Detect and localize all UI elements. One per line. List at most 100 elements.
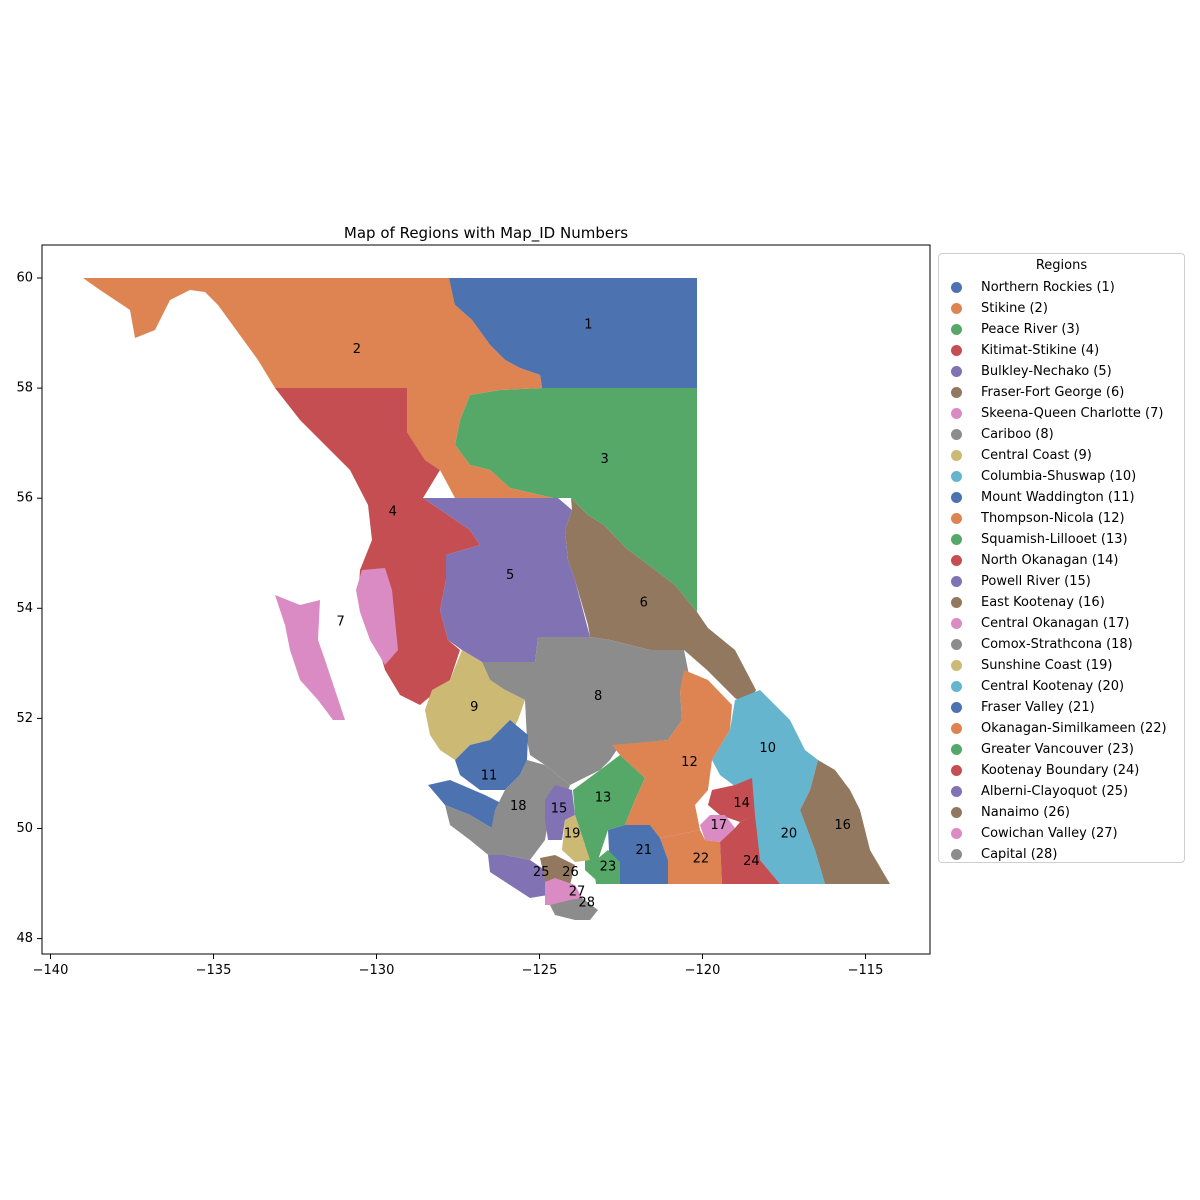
legend-item-7: Skeena-Queen Charlotte (7) [951,403,1163,423]
legend-marker-icon [951,596,962,608]
x-tick-label: −120 [685,963,721,978]
legend-marker-icon [951,701,962,713]
region-5 [423,498,590,662]
region-label-25: 25 [533,865,550,880]
chart-title: Map of Regions with Map_ID Numbers [344,224,628,243]
legend-marker-icon [951,344,962,356]
legend-marker-icon [951,491,962,503]
legend-label: Bulkley-Nechako (5) [981,363,1112,379]
region-label-26: 26 [562,865,579,880]
region-17 [700,815,735,842]
legend-item-17: Central Okanagan (17) [951,613,1129,633]
legend-label: Stikine (2) [981,300,1048,316]
legend-label: Greater Vancouver (23) [981,741,1134,757]
legend-label: Nanaimo (26) [981,804,1070,820]
region-6 [565,498,756,705]
region-label-7: 7 [336,615,344,630]
region-label-14: 14 [733,796,750,811]
legend-item-5: Bulkley-Nechako (5) [951,361,1112,381]
legend: Regions Northern Rockies (1) Stikine (2) P… [938,253,1185,863]
legend-item-23: Greater Vancouver (23) [951,739,1134,759]
region-14 [708,778,755,822]
y-tick-label: 58 [16,381,33,396]
x-axis: −140 −135 −130 −125 −120 −115 [33,954,884,978]
legend-item-20: Central Kootenay (20) [951,676,1124,696]
legend-label: Northern Rockies (1) [981,279,1115,295]
region-label-16: 16 [834,818,851,833]
legend-marker-icon [951,806,962,818]
region-label-2: 2 [353,342,361,357]
y-tick-label: 54 [16,601,33,616]
region-25 [488,855,548,898]
legend-item-13: Squamish-Lillooet (13) [951,529,1128,549]
region-label-1: 1 [584,317,592,332]
legend-marker-icon [951,281,962,293]
legend-item-12: Thompson-Nicola (12) [951,508,1125,528]
region-22 [660,830,722,884]
legend-marker-icon [951,659,962,671]
legend-label: Kitimat-Stikine (4) [981,342,1100,358]
region-label-11: 11 [481,769,498,784]
region-8 [482,637,690,785]
legend-item-19: Sunshine Coast (19) [951,655,1112,675]
legend-label: Capital (28) [981,846,1058,862]
legend-marker-icon [951,386,962,398]
legend-item-22: Okanagan-Similkameen (22) [951,718,1167,738]
region-16 [800,760,890,884]
region-label-24: 24 [743,854,760,869]
region-1 [449,278,697,388]
legend-marker-icon [951,764,962,776]
legend-marker-icon [951,512,962,524]
legend-item-3: Peace River (3) [951,319,1080,339]
region-label-5: 5 [506,568,514,583]
legend-label: Cowichan Valley (27) [981,825,1118,841]
legend-marker-icon [951,827,962,839]
legend-label: Cariboo (8) [981,426,1054,442]
region-label-6: 6 [640,595,648,610]
legend-marker-icon [951,533,962,545]
region-label-22: 22 [693,851,710,866]
region-3 [455,388,697,612]
region-label-15: 15 [551,802,568,817]
legend-marker-icon [951,428,962,440]
legend-marker-icon [951,554,962,566]
legend-label: Central Coast (9) [981,447,1092,463]
region-label-18: 18 [510,799,527,814]
legend-label: Comox-Strathcona (18) [981,636,1133,652]
x-tick-label: −115 [848,963,884,978]
legend-label: Thompson-Nicola (12) [981,510,1125,526]
legend-label: Sunshine Coast (19) [981,657,1113,673]
legend-label: Central Okanagan (17) [981,615,1130,631]
legend-label: Skeena-Queen Charlotte (7) [981,405,1164,421]
legend-item-25: Alberni-Clayoquot (25) [951,781,1128,801]
region-12 [612,670,732,838]
region-label-20: 20 [781,827,798,842]
region-18 [445,760,570,860]
region-11 [428,720,528,830]
legend-marker-icon [951,848,962,860]
legend-item-9: Central Coast (9) [951,445,1092,465]
plot-frame [41,244,931,955]
legend-label: Fraser-Fort George (6) [981,384,1125,400]
legend-label: Alberni-Clayoquot (25) [981,783,1129,799]
legend-marker-icon [951,449,962,461]
region-15 [545,785,575,840]
region-label-17: 17 [711,818,728,833]
region-13 [573,755,645,880]
region-label-27: 27 [569,884,586,899]
legend-item-26: Nanaimo (26) [951,802,1070,822]
region-label-13: 13 [595,791,612,806]
region-23 [594,850,620,884]
legend-item-24: Kootenay Boundary (24) [951,760,1139,780]
legend-item-4: Kitimat-Stikine (4) [951,340,1099,360]
x-tick-label: −135 [196,963,232,978]
legend-marker-icon [951,743,962,755]
region-label-21: 21 [636,843,653,858]
legend-item-28: Capital (28) [951,844,1057,864]
y-tick-label: 50 [16,821,33,836]
legend-label: Peace River (3) [981,321,1080,337]
legend-label: Powell River (15) [981,573,1091,589]
y-tick-label: 56 [16,491,33,506]
legend-label: Okanagan-Similkameen (22) [981,720,1167,736]
